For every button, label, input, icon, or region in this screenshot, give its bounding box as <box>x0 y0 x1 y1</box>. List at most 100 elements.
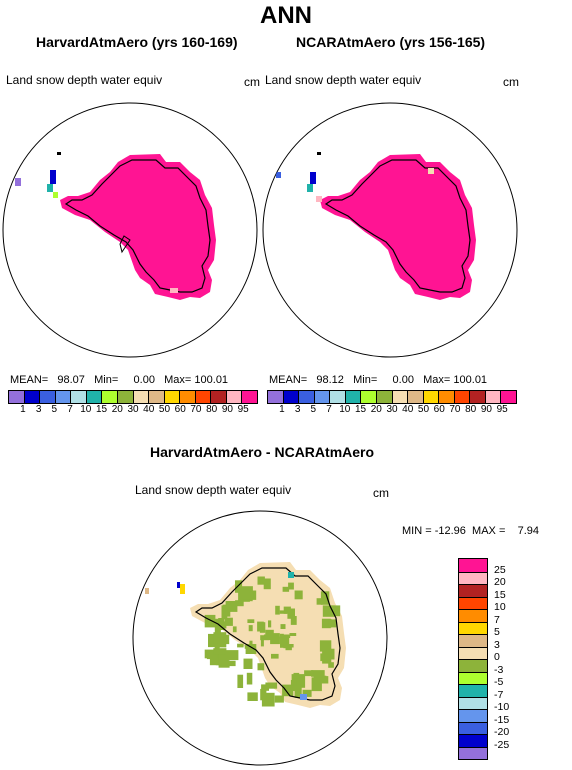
diff-patch <box>302 689 312 697</box>
colorbar-swatch <box>9 391 25 403</box>
colorbar-swatch <box>195 391 212 403</box>
diff-patch <box>289 633 297 636</box>
right-island-blue <box>276 172 281 178</box>
left-peninsula-blue <box>50 170 56 184</box>
diff-patch <box>311 670 325 677</box>
diff-patch <box>288 582 294 590</box>
page-title: ANN <box>260 2 312 29</box>
diff-units-label: cm <box>373 486 389 500</box>
right-colorbar: 1 3 5 7 10 15 20 30 40 50 60 70 80 90 95 <box>267 390 517 415</box>
diff-patch <box>214 623 221 637</box>
colorbar-tick-label: 30 <box>127 404 139 415</box>
right-max-label: Max= <box>423 374 451 386</box>
diff-patch <box>275 605 280 615</box>
diff-patch <box>322 605 335 617</box>
colorbar-tick-label: 5 <box>310 404 317 415</box>
diff-patch <box>271 653 279 659</box>
colorbar-tick-label: 5 <box>51 404 58 415</box>
colorbar-tick-label: 90 <box>221 404 233 415</box>
colorbar-swatch <box>470 391 486 403</box>
colorbar-swatch <box>459 646 487 659</box>
colorbar-swatch <box>24 391 41 403</box>
diff-patch <box>282 634 291 638</box>
diff-peninsula-yellow <box>180 584 185 594</box>
colorbar-tick-label: 10 <box>339 404 351 415</box>
diff-patch <box>279 610 287 614</box>
diff-patch <box>261 684 269 691</box>
diff-patch <box>283 606 291 614</box>
colorbar-swatch <box>459 584 487 597</box>
left-colorbar-swatches <box>8 390 258 404</box>
diff-patch <box>282 684 294 697</box>
left-island-purple <box>15 178 21 186</box>
left-island-dot <box>57 152 61 155</box>
colorbar-tick-label: 60 <box>433 404 445 415</box>
left-min-value: 0.00 <box>133 374 155 386</box>
diff-patch <box>227 660 236 667</box>
colorbar-tick-label: 20 <box>111 404 123 415</box>
colorbar-swatch <box>71 391 87 403</box>
colorbar-tick-label: -15 <box>494 713 510 726</box>
diff-patch <box>280 624 286 629</box>
colorbar-swatch <box>459 621 487 634</box>
colorbar-swatch <box>299 391 315 403</box>
diff-patch <box>285 645 292 651</box>
diff-patch <box>225 601 238 612</box>
diff-edge-lightblue <box>300 694 307 700</box>
diff-colorbar <box>458 558 488 760</box>
diff-patch <box>235 580 243 593</box>
colorbar-swatch <box>211 391 227 403</box>
colorbar-swatch <box>133 391 150 403</box>
right-stats: MEAN= 98.12 Min= 0.00 Max= 100.01 <box>269 374 487 386</box>
diff-patch <box>263 578 271 590</box>
colorbar-swatch <box>226 391 243 403</box>
colorbar-tick-label: -10 <box>494 701 510 713</box>
colorbar-swatch <box>268 391 284 403</box>
colorbar-swatch <box>459 746 487 759</box>
colorbar-swatch <box>164 391 181 403</box>
colorbar-tick-label: -5 <box>494 676 504 688</box>
colorbar-swatch <box>345 391 362 403</box>
colorbar-swatch <box>459 559 487 572</box>
colorbar-swatch <box>459 571 487 584</box>
right-mean-label: MEAN= <box>269 374 308 386</box>
left-map <box>2 102 258 358</box>
left-stats: MEAN= 98.07 Min= 0.00 Max= 100.01 <box>10 374 228 386</box>
colorbar-swatch <box>459 634 487 647</box>
colorbar-swatch <box>314 391 331 403</box>
diff-patch <box>294 590 303 600</box>
colorbar-tick-label: 15 <box>95 404 108 415</box>
colorbar-tick-label: 10 <box>80 404 92 415</box>
left-units-label: cm <box>244 75 260 89</box>
colorbar-tick-label: 10 <box>494 601 506 613</box>
diff-patch <box>270 633 280 645</box>
right-colorbar-ticks: 1 3 5 7 10 15 20 30 40 50 60 70 80 90 95 <box>267 404 517 415</box>
diff-patch <box>204 614 216 628</box>
left-colorbar-ticks: 1 3 5 7 10 15 20 30 40 50 60 70 80 90 95 <box>8 404 258 415</box>
colorbar-tick-label: 7 <box>494 613 500 626</box>
colorbar-swatch <box>102 391 118 403</box>
colorbar-swatch <box>55 391 72 403</box>
colorbar-swatch <box>454 391 471 403</box>
diff-patch <box>244 645 254 649</box>
right-coastline <box>324 159 471 293</box>
diff-patch <box>213 648 227 655</box>
diff-patch <box>320 591 330 605</box>
left-coastline <box>64 159 211 293</box>
colorbar-swatch <box>180 391 196 403</box>
colorbar-tick-label: 15 <box>354 404 367 415</box>
diff-patch <box>284 644 294 648</box>
colorbar-swatch <box>149 391 165 403</box>
diff-patch <box>265 629 274 639</box>
colorbar-swatch <box>439 391 455 403</box>
diff-patch <box>257 663 265 671</box>
left-min-label: Min= <box>94 374 119 386</box>
diff-patch <box>237 674 244 688</box>
colorbar-tick-label: 50 <box>417 404 430 415</box>
colorbar-swatch <box>40 391 56 403</box>
colorbar-tick-label: 60 <box>174 404 186 415</box>
colorbar-tick-label: 50 <box>158 404 171 415</box>
colorbar-tick-label: 0 <box>494 651 500 663</box>
colorbar-tick-label: 20 <box>494 576 506 588</box>
colorbar-tick-label: 7 <box>67 404 73 415</box>
